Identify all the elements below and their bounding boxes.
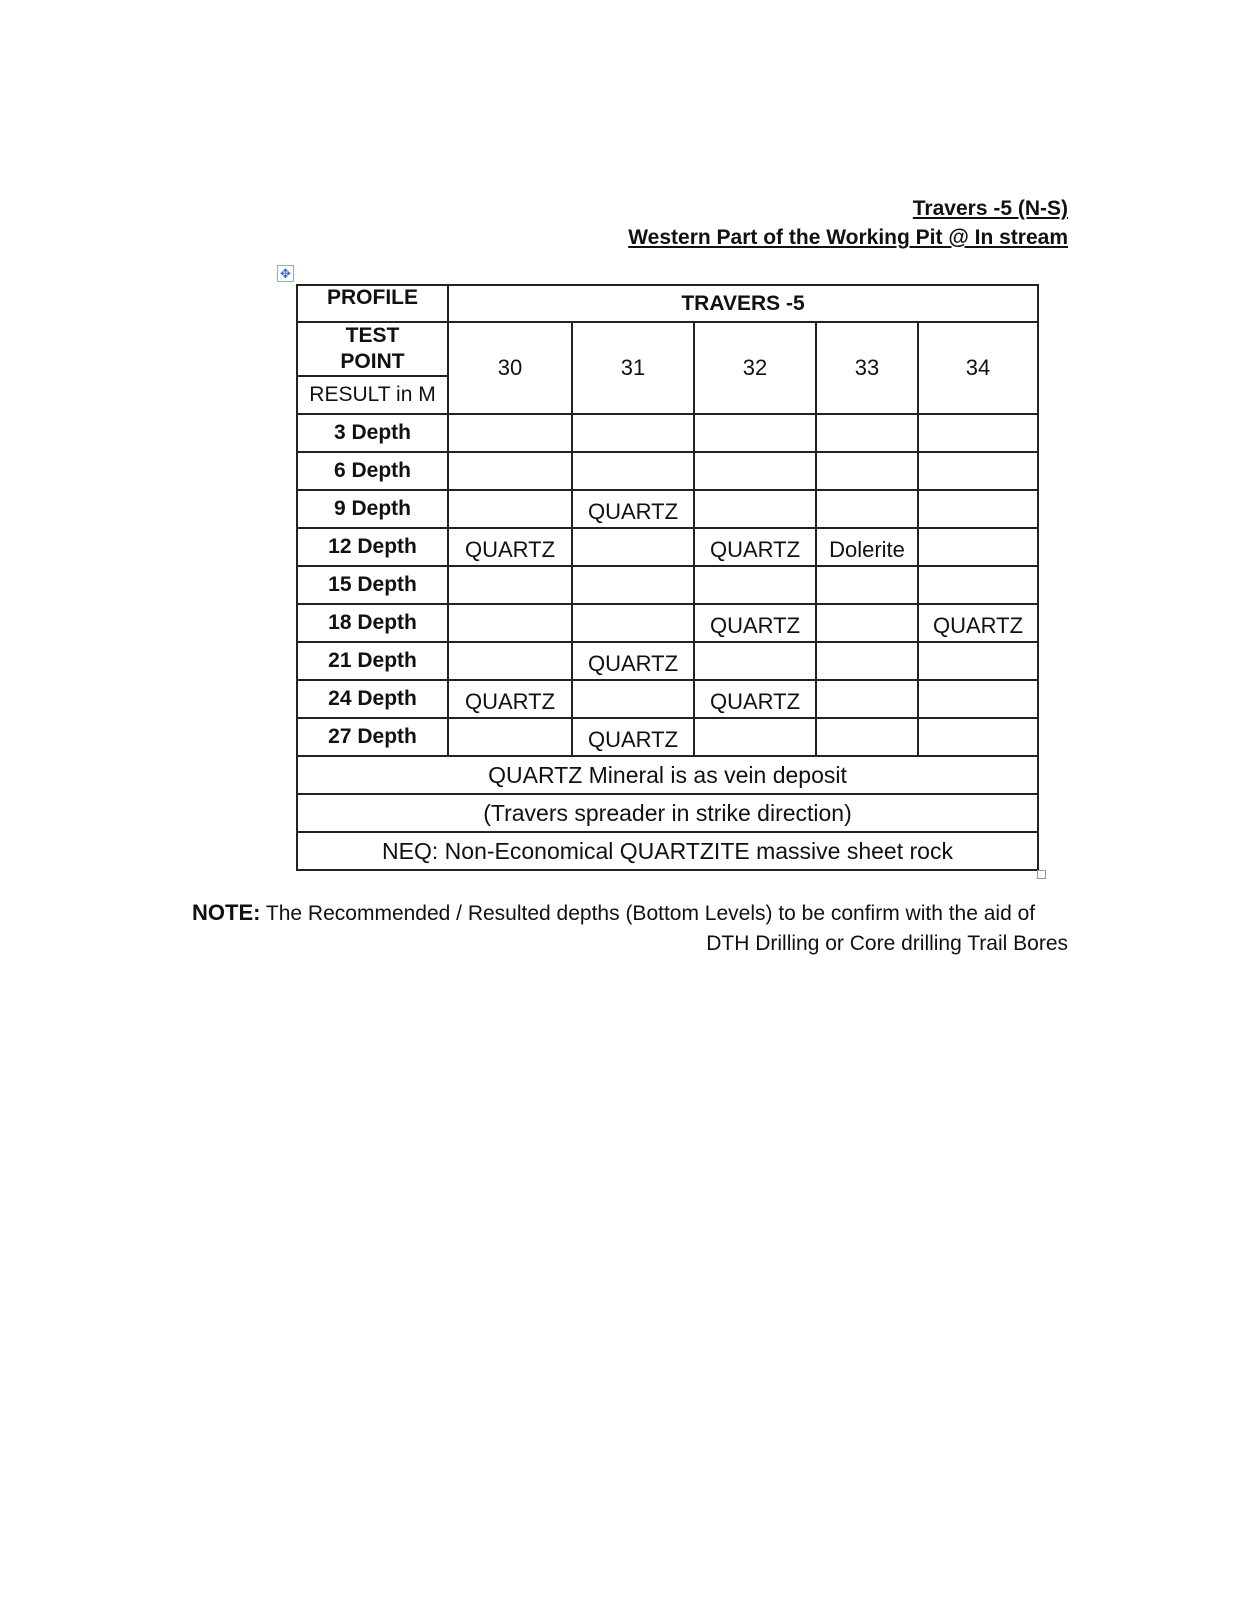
result-cell bbox=[917, 565, 1039, 605]
result-cell bbox=[815, 641, 919, 681]
result-cell bbox=[447, 565, 573, 605]
result-cell bbox=[815, 451, 919, 491]
test-point-30: 30 bbox=[447, 321, 573, 415]
result-cell: QUARTZ bbox=[447, 527, 573, 567]
table-row: 24 Depth QUARTZ QUARTZ bbox=[296, 679, 1039, 719]
result-cell bbox=[815, 679, 919, 719]
test-point-32: 32 bbox=[693, 321, 817, 415]
heading-subtitle: Western Part of the Working Pit @ In str… bbox=[628, 226, 1068, 249]
depth-label: 9 Depth bbox=[296, 489, 449, 529]
depth-label: 6 Depth bbox=[296, 451, 449, 491]
result-cell bbox=[571, 679, 695, 719]
result-cell: QUARTZ bbox=[917, 603, 1039, 643]
depth-label: 12 Depth bbox=[296, 527, 449, 567]
table-row: 12 Depth QUARTZ QUARTZ Dolerite bbox=[296, 527, 1039, 567]
result-cell bbox=[917, 413, 1039, 453]
result-cell bbox=[917, 527, 1039, 567]
result-cell bbox=[815, 717, 919, 757]
result-cell bbox=[815, 565, 919, 605]
result-cell bbox=[917, 489, 1039, 529]
result-label: RESULT in M bbox=[296, 375, 449, 415]
result-cell bbox=[447, 451, 573, 491]
result-cell bbox=[917, 679, 1039, 719]
depth-label: 27 Depth bbox=[296, 717, 449, 757]
travers-table: PROFILE TRAVERS -5 TEST POINT 30 31 32 3… bbox=[296, 284, 1039, 871]
result-cell bbox=[917, 717, 1039, 757]
result-cell bbox=[571, 451, 695, 491]
result-cell bbox=[693, 489, 817, 529]
depth-label: 21 Depth bbox=[296, 641, 449, 681]
travers-label: TRAVERS -5 bbox=[447, 284, 1039, 323]
result-cell bbox=[693, 717, 817, 757]
note: NOTE: The Recommended / Resulted depths … bbox=[192, 898, 1068, 959]
depth-label: 15 Depth bbox=[296, 565, 449, 605]
table-row: 27 Depth QUARTZ bbox=[296, 717, 1039, 757]
result-cell bbox=[571, 413, 695, 453]
result-cell bbox=[447, 489, 573, 529]
test-point-31: 31 bbox=[571, 321, 695, 415]
heading-title: Travers -5 (N-S) bbox=[912, 197, 1068, 220]
result-cell bbox=[571, 527, 695, 567]
result-cell: Dolerite bbox=[815, 527, 919, 567]
table-resize-handle[interactable] bbox=[1037, 870, 1046, 879]
table-row: 9 Depth QUARTZ bbox=[296, 489, 1039, 529]
table-row: 3 Depth bbox=[296, 413, 1039, 453]
table-row: 18 Depth QUARTZ QUARTZ bbox=[296, 603, 1039, 643]
test-point-label: TEST POINT bbox=[296, 321, 449, 377]
result-cell bbox=[693, 565, 817, 605]
result-cell bbox=[447, 641, 573, 681]
test-point-34: 34 bbox=[917, 321, 1039, 415]
profile-label: PROFILE bbox=[296, 284, 449, 323]
result-cell bbox=[447, 717, 573, 757]
result-cell bbox=[815, 489, 919, 529]
result-cell bbox=[447, 603, 573, 643]
result-cell bbox=[917, 451, 1039, 491]
result-cell: QUARTZ bbox=[571, 641, 695, 681]
result-cell bbox=[693, 413, 817, 453]
result-cell bbox=[571, 565, 695, 605]
result-cell: QUARTZ bbox=[447, 679, 573, 719]
note-line1: The Recommended / Resulted depths (Botto… bbox=[260, 902, 1036, 925]
result-cell: QUARTZ bbox=[693, 603, 817, 643]
result-cell: QUARTZ bbox=[693, 527, 817, 567]
depth-label: 3 Depth bbox=[296, 413, 449, 453]
table-row: 6 Depth bbox=[296, 451, 1039, 491]
result-cell bbox=[693, 451, 817, 491]
result-cell: QUARTZ bbox=[571, 489, 695, 529]
footer-note: (Travers spreader in strike direction) bbox=[296, 793, 1039, 833]
table-row: 21 Depth QUARTZ bbox=[296, 641, 1039, 681]
table-row: 15 Depth bbox=[296, 565, 1039, 605]
table-move-handle-icon[interactable]: ✥ bbox=[277, 265, 294, 282]
result-cell bbox=[447, 413, 573, 453]
note-line2: DTH Drilling or Core drilling Trail Bore… bbox=[706, 932, 1068, 955]
test-point-33: 33 bbox=[815, 321, 919, 415]
footer-note: NEQ: Non-Economical QUARTZITE massive sh… bbox=[296, 831, 1039, 871]
result-cell bbox=[571, 603, 695, 643]
depth-label: 18 Depth bbox=[296, 603, 449, 643]
result-cell: QUARTZ bbox=[571, 717, 695, 757]
note-label: NOTE: bbox=[192, 900, 261, 925]
result-cell bbox=[815, 413, 919, 453]
result-cell: QUARTZ bbox=[693, 679, 817, 719]
result-cell bbox=[917, 641, 1039, 681]
result-cell bbox=[693, 641, 817, 681]
depth-label: 24 Depth bbox=[296, 679, 449, 719]
footer-note: QUARTZ Mineral is as vein deposit bbox=[296, 755, 1039, 795]
result-cell bbox=[815, 603, 919, 643]
